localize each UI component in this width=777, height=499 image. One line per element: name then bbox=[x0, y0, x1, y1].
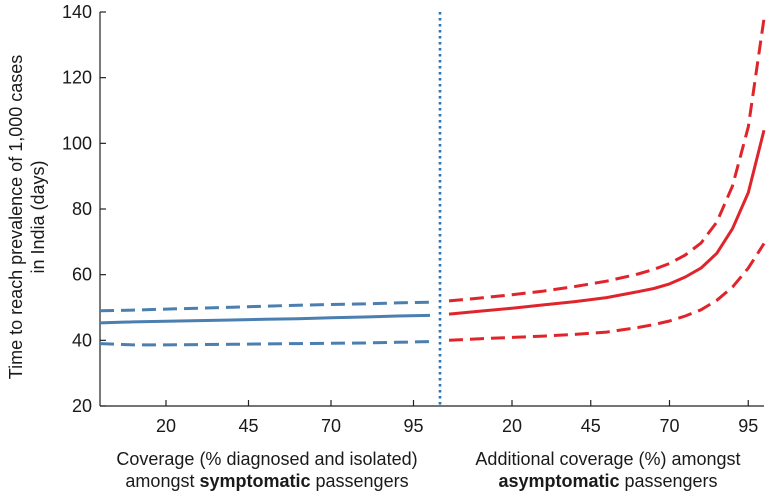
symptomatic-series-lower bbox=[99, 340, 431, 347]
x-axis-label-symptomatic-line1: Coverage (% diagnosed and isolated) bbox=[116, 449, 418, 469]
x-axis-label-symptomatic-line2: amongst symptomatic passengers bbox=[92, 470, 442, 492]
x-axis-label-asymptomatic-suffix: passengers bbox=[619, 471, 718, 491]
y-tick-label-120: 120 bbox=[62, 68, 92, 88]
asymptomatic-series-upper bbox=[448, 18, 766, 303]
x-axis-label-symptomatic-bold: symptomatic bbox=[199, 471, 311, 491]
x-axis-label-asymptomatic-line1: Additional coverage (%) amongst bbox=[475, 449, 741, 469]
x-axis-label-symptomatic-prefix: amongst bbox=[125, 471, 200, 491]
symptomatic-series-upper bbox=[99, 300, 431, 313]
asymptomatic-x-tick-label-20: 20 bbox=[502, 416, 522, 436]
x-axis-label-asymptomatic: Additional coverage (%) amongst asymptom… bbox=[448, 448, 768, 492]
y-tick-label-140: 140 bbox=[62, 2, 92, 22]
y-tick-label-40: 40 bbox=[72, 330, 92, 350]
symptomatic-x-tick-label-70: 70 bbox=[321, 416, 341, 436]
asymptomatic-x-tick-label-45: 45 bbox=[581, 416, 601, 436]
asymptomatic-x-tick-label-70: 70 bbox=[659, 416, 679, 436]
asymptomatic-series-central bbox=[448, 129, 766, 316]
symptomatic-series-central bbox=[99, 313, 431, 325]
y-tick-label-20: 20 bbox=[72, 396, 92, 416]
x-axis-label-symptomatic-suffix: passengers bbox=[310, 471, 409, 491]
asymptomatic-series-lower bbox=[448, 242, 766, 342]
y-tick-label-100: 100 bbox=[62, 133, 92, 153]
symptomatic-x-tick-label-20: 20 bbox=[156, 416, 176, 436]
symptomatic-x-tick-label-45: 45 bbox=[238, 416, 258, 436]
x-axis-label-asymptomatic-bold: asymptomatic bbox=[498, 471, 620, 491]
symptomatic-x-tick-label-95: 95 bbox=[403, 416, 423, 436]
x-axis-label-symptomatic: Coverage (% diagnosed and isolated) amon… bbox=[92, 448, 442, 492]
y-tick-label-80: 80 bbox=[72, 199, 92, 219]
asymptomatic-x-tick-label-95: 95 bbox=[738, 416, 758, 436]
y-tick-label-60: 60 bbox=[72, 265, 92, 285]
y-axis-title-line2: in India (days) bbox=[28, 160, 48, 273]
x-axis-label-asymptomatic-line2: asymptomatic passengers bbox=[448, 470, 768, 492]
y-axis-title-line1: Time to reach prevalence of 1,000 cases bbox=[6, 55, 26, 380]
